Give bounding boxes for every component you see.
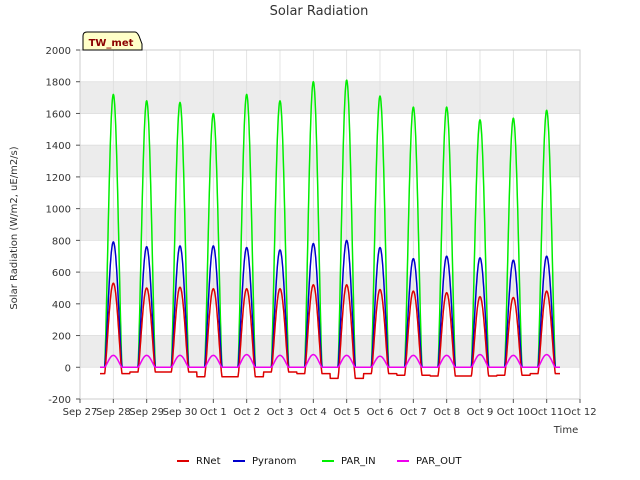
band [80,176,580,209]
y-tick-label: 1200 [46,173,71,184]
x-tick-label: Oct 12 [563,407,596,418]
y-tick-label: 400 [52,300,71,311]
station-badge: TW_met [82,31,143,51]
y-tick-label: 1800 [46,78,71,89]
band [80,81,580,114]
background-bands [80,50,580,399]
y-tick-label: 1000 [46,205,71,216]
series-line-par_out [99,353,561,369]
band [80,145,580,177]
x-tick-label: Sep 29 [129,407,164,418]
x-axis-label: Time [553,425,578,436]
y-tick-label: 200 [52,332,71,343]
legend-label-par_in: PAR_IN [341,456,376,467]
legend-label-par_out: PAR_OUT [416,456,462,467]
x-tick-label: Oct 3 [267,407,294,418]
band [80,303,580,336]
y-tick-label: 2000 [46,46,71,57]
plot-frame [79,49,581,400]
legend-label-pyranom: Pyranom [252,456,296,467]
x-tick-label: Sep 28 [96,407,131,418]
band [80,240,580,273]
x-tick-label: Oct 9 [467,407,494,418]
x-tick-label: Oct 6 [367,407,394,418]
x-tick-label: Oct 4 [300,407,327,418]
y-axis-ticks: -200 0 200 400 600 800 1000 1200 1400 1600 1800 200… [46,46,80,406]
y-axis-label: Solar Radiation (W/m2, uE/m2/s) [9,146,20,309]
band [80,208,580,241]
legend-label-rnet: RNet [196,456,221,467]
y-tick-label: -200 [48,395,71,406]
x-tick-label: Sep 30 [163,407,198,418]
band [80,272,580,304]
x-tick-label: Sep 27 [63,407,98,418]
band [80,50,580,82]
y-tick-label: 800 [52,236,71,247]
x-tick-label: Oct 5 [333,407,360,418]
badge-shape [82,31,143,51]
x-tick-label: Oct 11 [530,407,563,418]
series-lines [99,79,561,380]
y-tick-label: 600 [52,268,71,279]
y-tick-label: 1600 [46,109,71,120]
band [80,113,580,146]
series-line-rnet [99,282,561,380]
chart-title: Solar Radiation [270,4,369,19]
x-tick-label: Oct 10 [497,407,530,418]
badge-label: TW_met [89,38,134,49]
y-tick-label: 0 [65,363,71,374]
x-tick-label: Oct 7 [400,407,427,418]
x-tick-label: Oct 1 [200,407,227,418]
band [80,335,580,368]
x-tick-label: Oct 2 [233,407,260,418]
x-tick-label: Oct 8 [433,407,460,418]
legend: RNet Pyranom PAR_IN PAR_OUT [177,456,462,467]
y-tick-label: 1400 [46,141,71,152]
